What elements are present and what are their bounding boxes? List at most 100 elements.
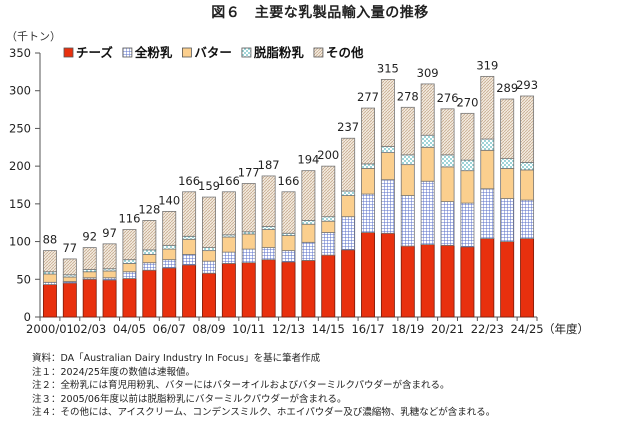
- footnote-source: 資料：DA「Australian Dairy Industry In Focus…: [32, 353, 321, 364]
- bar-stack: [182, 191, 197, 318]
- total-value-label: 159: [198, 179, 220, 193]
- bar-stack: [221, 191, 236, 318]
- bar-stack: [102, 243, 117, 318]
- bar-stack: [122, 229, 137, 318]
- bar-stack: [361, 107, 375, 318]
- bar-stack: [520, 95, 535, 318]
- bar-segment-その他: [182, 191, 197, 237]
- bar-stack: [420, 83, 435, 318]
- bar-stack: [380, 79, 395, 318]
- bar-segment-脱脂粉乳: [341, 190, 356, 196]
- bar-segment-脱脂粉乳: [321, 216, 336, 222]
- total-value-label: 315: [377, 61, 399, 75]
- bar-segment-チーズ: [202, 272, 216, 318]
- chart-title: 図６ 主要な乳製品輸入量の推移: [211, 5, 429, 21]
- bar-segment-その他: [221, 191, 236, 236]
- bar-segment-チーズ: [142, 269, 157, 318]
- legend-swatch: [313, 47, 324, 58]
- bar-segment-その他: [142, 220, 157, 251]
- bar-segment-全粉乳: [341, 216, 356, 251]
- bar-stack: [241, 183, 256, 318]
- y-tick-label: 300: [9, 84, 31, 98]
- total-value-label: 116: [118, 212, 140, 226]
- bar-segment-バター: [301, 223, 316, 243]
- footnote-1: 注１：2024/25年度の数値は速報値。: [32, 366, 195, 378]
- bar-segment-バター: [341, 195, 356, 218]
- bar-segment-脱脂粉乳: [420, 134, 435, 148]
- y-tick-label: 50: [16, 272, 31, 286]
- bar-segment-チーズ: [400, 245, 415, 318]
- x-tick-label: 16/17: [351, 322, 384, 336]
- total-value-label: 293: [516, 78, 538, 92]
- y-tick-label: 150: [9, 197, 31, 211]
- bar-segment-その他: [162, 210, 177, 246]
- x-tick-label: 10/11: [232, 322, 265, 336]
- bar-segment-チーズ: [162, 267, 177, 318]
- bar-stack: [301, 170, 316, 318]
- bar-segment-チーズ: [241, 262, 256, 318]
- bar-segment-バター: [500, 168, 515, 199]
- y-tick-label: 350: [9, 46, 31, 60]
- bar-segment-その他: [202, 196, 216, 249]
- bar-segment-バター: [361, 168, 375, 195]
- bar-segment-チーズ: [480, 238, 495, 318]
- bar-segment-チーズ: [82, 278, 97, 318]
- bar-stack: [341, 137, 356, 318]
- bar-segment-チーズ: [321, 254, 336, 318]
- bar-segment-脱脂粉乳: [261, 226, 276, 230]
- bar-segment-脱脂粉乳: [182, 235, 197, 240]
- x-tick-label: 22/23: [471, 322, 504, 336]
- bar-segment-全粉乳: [142, 262, 157, 271]
- y-tick-label: 100: [9, 235, 31, 249]
- bar-segment-チーズ: [102, 279, 117, 318]
- y-tick-label: 200: [9, 159, 31, 173]
- bar-stack: [321, 165, 336, 318]
- bar-segment-その他: [321, 165, 336, 218]
- x-tick-label: 20/21: [431, 322, 464, 336]
- bar-segment-その他: [261, 175, 276, 227]
- bar-segment-チーズ: [500, 241, 515, 318]
- bar-segment-全粉乳: [182, 253, 197, 266]
- bar-segment-脱脂粉乳: [361, 163, 375, 169]
- stacked-bar-chart: 0 50 100 150 200 250 300 350 2000/01 02/03 04/05 06…: [9, 45, 589, 336]
- bar-segment-脱脂粉乳: [480, 138, 495, 151]
- total-value-label: 187: [258, 158, 280, 172]
- bar-stack: [440, 108, 455, 318]
- legend-swatch: [122, 47, 133, 58]
- bar-segment-その他: [281, 191, 296, 234]
- bar-segment-チーズ: [361, 232, 375, 318]
- footnote-3: 注３：2005/06年度以前は脱脂粉乳にバターミルクパウダーが含まれる。: [32, 393, 347, 405]
- bar-stack: [62, 258, 77, 318]
- bar-segment-バター: [42, 273, 57, 283]
- bar-segment-バター: [182, 238, 197, 255]
- bar-segment-バター: [440, 166, 455, 202]
- bar-segment-全粉乳: [520, 199, 535, 239]
- bar-segment-全粉乳: [480, 188, 495, 239]
- bar-segment-全粉乳: [162, 259, 177, 269]
- bar-segment-全粉乳: [202, 260, 216, 274]
- bar-segment-全粉乳: [440, 201, 455, 246]
- bar-segment-バター: [400, 164, 415, 196]
- total-value-label: 270: [456, 95, 478, 109]
- bar-segment-脱脂粉乳: [162, 244, 177, 250]
- x-axis-label: （年度）: [543, 322, 589, 336]
- x-tick-label: 12/13: [272, 322, 305, 336]
- bar-stack: [261, 175, 276, 318]
- bar-segment-チーズ: [62, 282, 77, 318]
- bar-segment-全粉乳: [380, 179, 395, 234]
- bar-segment-チーズ: [301, 260, 316, 318]
- bar-segment-チーズ: [341, 249, 356, 318]
- bar-segment-その他: [42, 250, 57, 273]
- bar-segment-チーズ: [182, 264, 197, 318]
- bar-stack: [162, 210, 177, 318]
- bar-segment-その他: [82, 247, 97, 270]
- bar-segment-チーズ: [460, 246, 475, 318]
- bar-segment-バター: [261, 229, 276, 249]
- bar-segment-全粉乳: [321, 232, 336, 256]
- bar-segment-その他: [420, 83, 435, 136]
- bar-stack: [142, 220, 157, 318]
- x-tick-label: 04/05: [113, 322, 146, 336]
- bar-segment-バター: [281, 235, 296, 252]
- bar-segment-全粉乳: [460, 202, 475, 248]
